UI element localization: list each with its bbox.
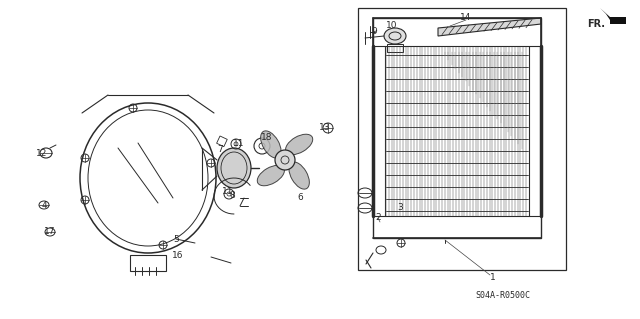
Text: 3: 3 <box>397 204 403 212</box>
Text: 1: 1 <box>490 273 496 283</box>
Text: 12: 12 <box>36 149 48 158</box>
Text: 14: 14 <box>460 13 472 23</box>
Text: 11: 11 <box>233 139 244 149</box>
Text: 17: 17 <box>44 227 56 236</box>
Text: 7: 7 <box>217 145 223 153</box>
Text: 8: 8 <box>229 191 235 201</box>
Ellipse shape <box>260 131 281 158</box>
Text: 18: 18 <box>261 133 273 143</box>
Polygon shape <box>438 18 541 36</box>
Text: 6: 6 <box>297 192 303 202</box>
Bar <box>358 8 566 270</box>
Text: 2: 2 <box>375 213 381 222</box>
Text: 5: 5 <box>173 234 179 243</box>
Text: 10: 10 <box>387 20 397 29</box>
Text: 13: 13 <box>319 123 331 132</box>
Text: 11: 11 <box>222 188 234 197</box>
Ellipse shape <box>289 162 309 189</box>
Text: 9: 9 <box>371 27 377 36</box>
Bar <box>373 18 541 238</box>
Text: FR.: FR. <box>587 19 605 29</box>
Text: 16: 16 <box>172 250 184 259</box>
Bar <box>130 255 166 271</box>
Bar <box>216 136 227 147</box>
Text: S04A-R0500C: S04A-R0500C <box>475 291 530 300</box>
Ellipse shape <box>217 148 251 188</box>
Ellipse shape <box>285 134 313 155</box>
Bar <box>387 44 403 52</box>
Ellipse shape <box>257 165 284 186</box>
Circle shape <box>275 150 295 170</box>
Text: 4: 4 <box>41 201 47 210</box>
Ellipse shape <box>384 28 406 44</box>
Polygon shape <box>600 8 626 24</box>
